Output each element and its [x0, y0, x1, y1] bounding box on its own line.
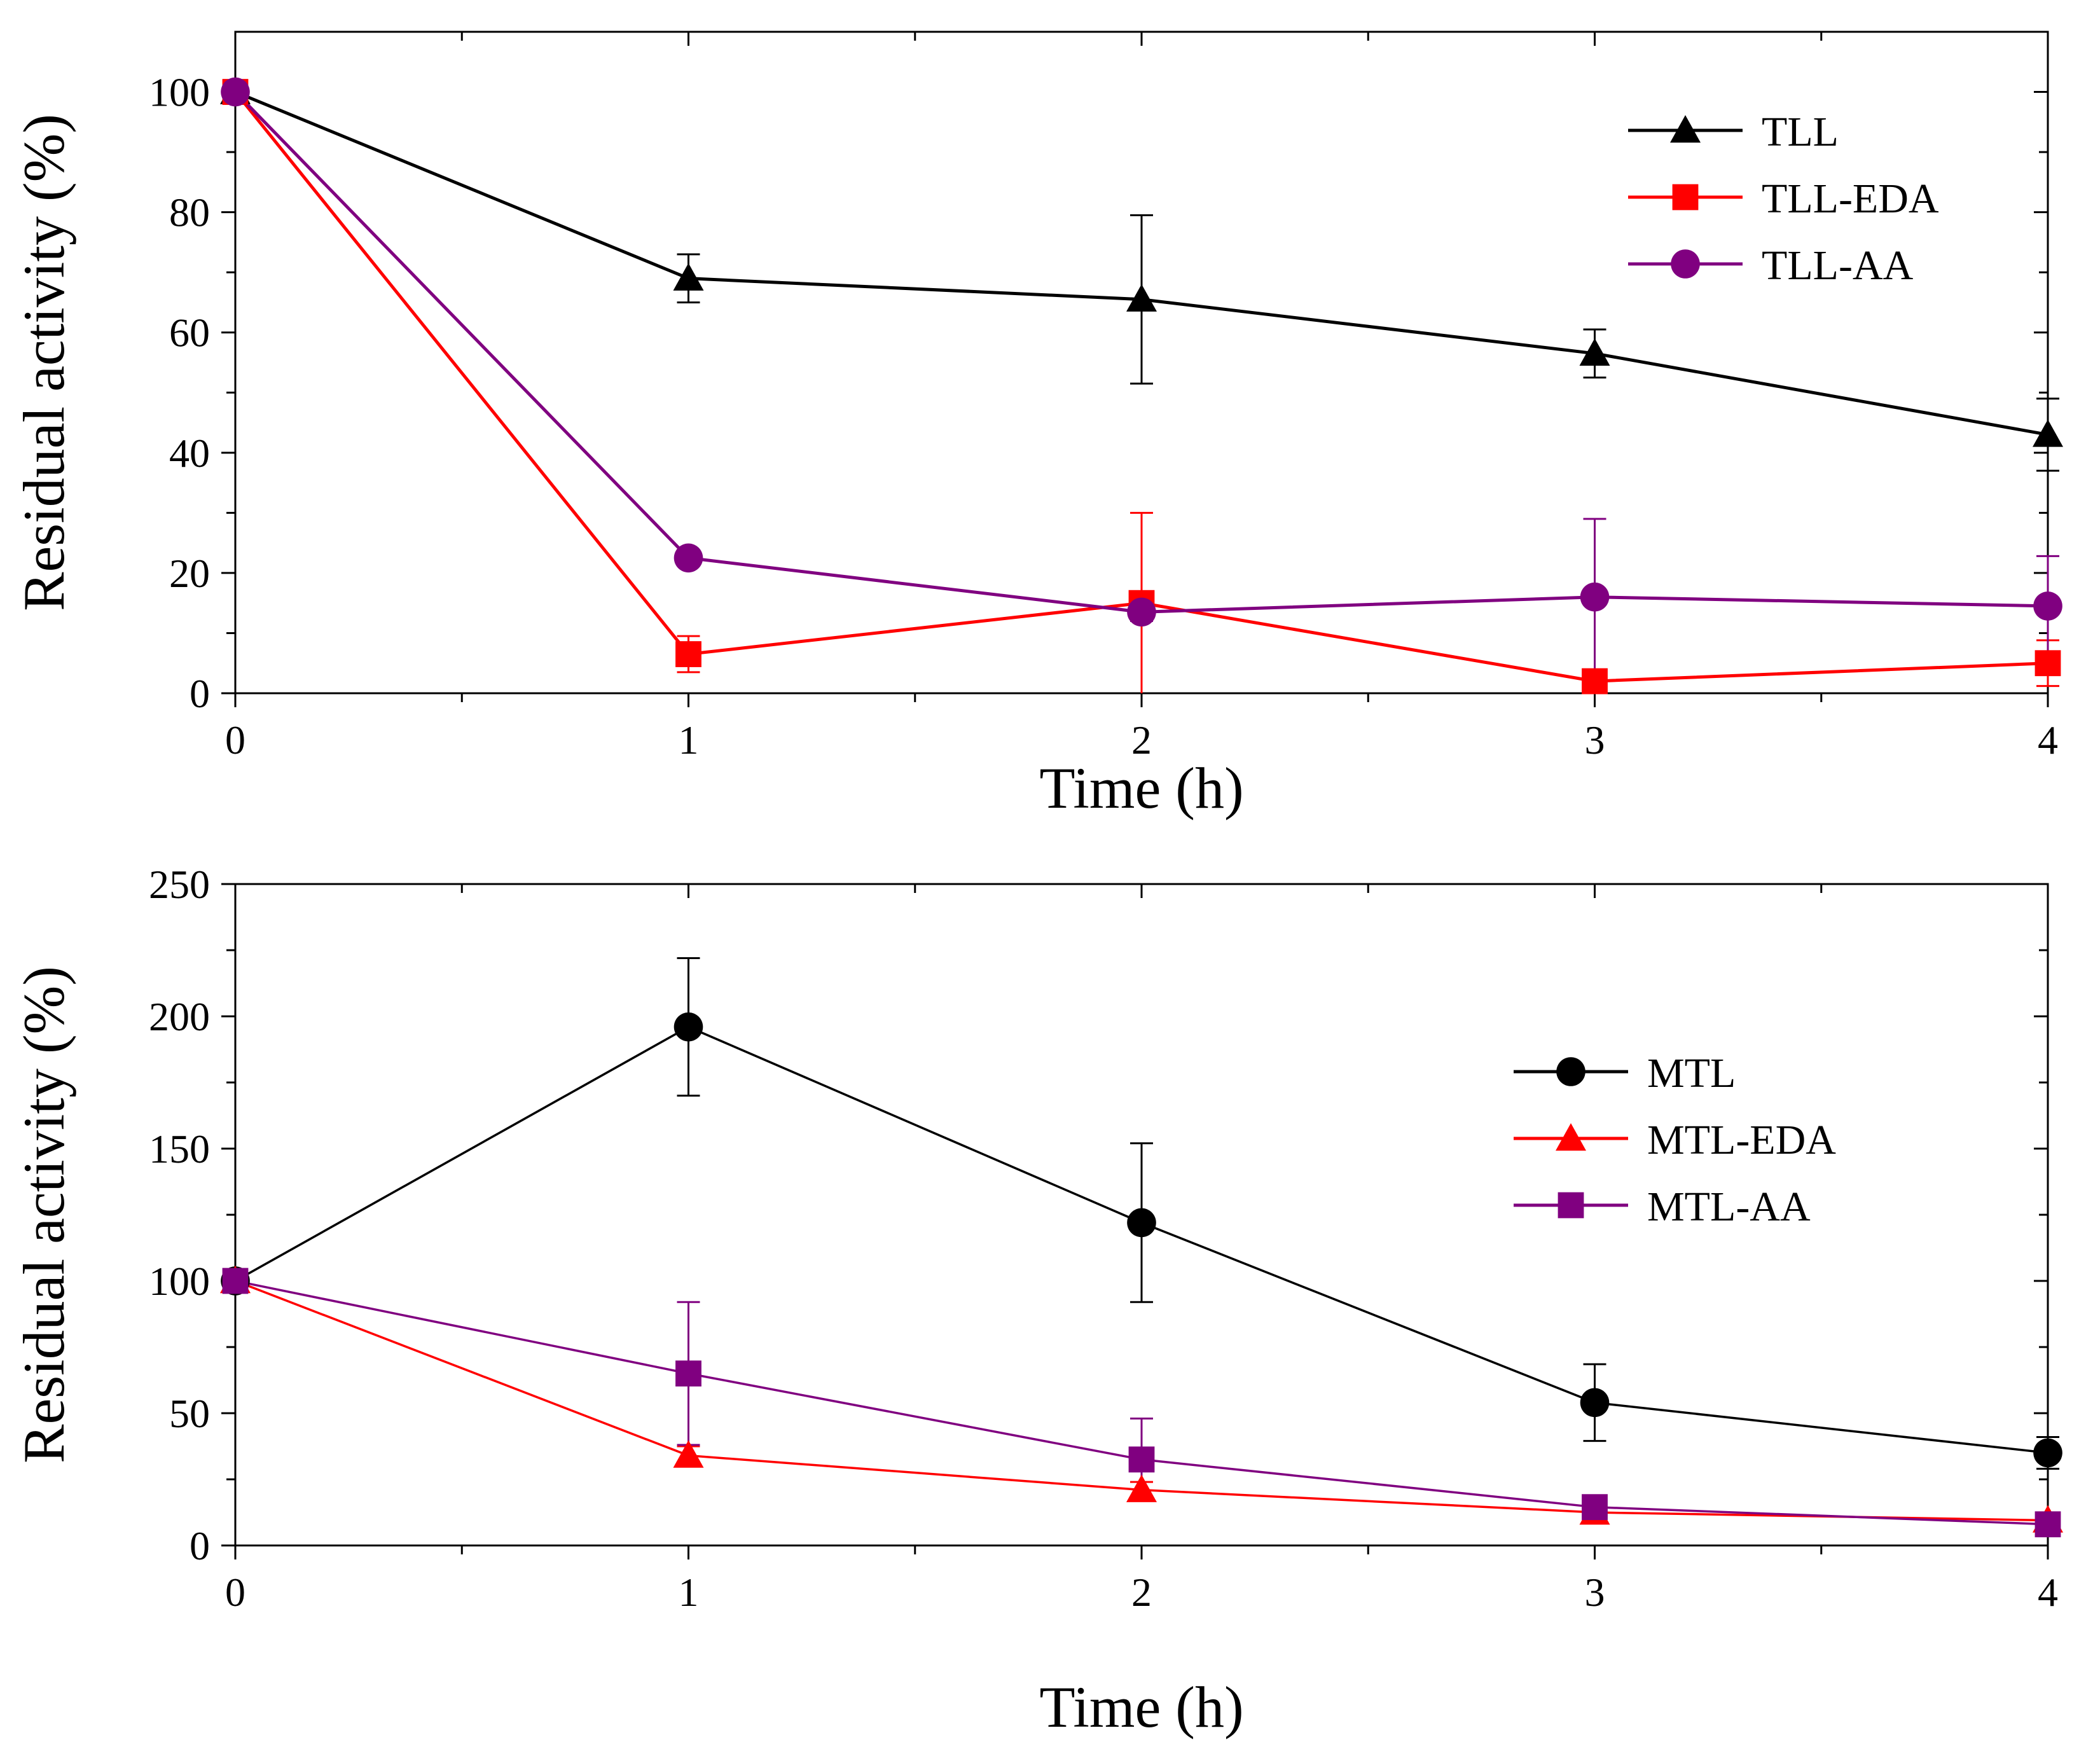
data-point-tll — [673, 263, 704, 291]
data-point-tll — [1126, 284, 1157, 312]
legend-label: MTL-AA — [1647, 1184, 1811, 1230]
y-tick-label: 100 — [149, 1259, 210, 1304]
data-point-tll-eda — [2034, 650, 2061, 677]
legend-marker — [1672, 184, 1699, 211]
data-point-mtl-aa — [1582, 1494, 1608, 1521]
data-point-tll-aa — [1580, 582, 1610, 612]
data-point-mtl — [674, 1012, 703, 1042]
data-point-tll-aa — [1127, 597, 1156, 627]
data-point-mtl-aa — [1128, 1446, 1155, 1473]
x-tick-label: 2 — [1131, 1570, 1152, 1615]
y-tick-label: 100 — [149, 70, 210, 115]
data-point-tll-eda — [675, 641, 701, 667]
data-point-tll — [1579, 338, 1610, 366]
x-tick-label: 1 — [679, 717, 699, 763]
y-tick-label: 50 — [169, 1391, 210, 1436]
data-point-tll-aa — [2033, 591, 2062, 621]
y-tick-label: 250 — [149, 862, 210, 907]
legend-marker — [1558, 1192, 1584, 1219]
y-tick-label: 0 — [190, 1523, 210, 1568]
y-tick-label: 0 — [190, 671, 210, 716]
y-tick-label: 40 — [169, 431, 210, 476]
data-point-mtl — [1127, 1208, 1156, 1238]
x-tick-label: 4 — [2038, 1570, 2058, 1615]
x-tick-label: 2 — [1131, 717, 1152, 763]
legend: MTL MTL-EDA MTL-AA — [1514, 1050, 1836, 1230]
data-point-tll-eda — [1582, 668, 1608, 695]
legend-marker — [1556, 1123, 1586, 1151]
x-tick-label: 0 — [225, 1570, 245, 1615]
data-point-mtl-aa — [2034, 1511, 2061, 1538]
y-axis-title: Residual activity (%) — [11, 966, 76, 1463]
legend-label: TLL-EDA — [1762, 176, 1939, 222]
legend-marker — [1671, 249, 1700, 279]
y-tick-label: 20 — [169, 551, 210, 596]
bottom-panel-mtl: 0 1 2 3 4 0 50 100 150 200 250 Time (h) Residual act… — [11, 862, 2063, 1739]
legend-label: TLL — [1762, 109, 1839, 155]
data-point-mtl — [1580, 1388, 1610, 1418]
legend-label: MTL — [1647, 1050, 1736, 1096]
x-axis-title: Time (h) — [1039, 756, 1243, 820]
legend-label: TLL-AA — [1762, 242, 1914, 289]
data-point-mtl-aa — [675, 1360, 701, 1386]
y-tick-label: 150 — [149, 1126, 210, 1172]
legend-label: MTL-EDA — [1647, 1117, 1836, 1163]
data-point-mtl-eda — [1126, 1474, 1157, 1502]
x-axis-title: Time (h) — [1039, 1675, 1243, 1739]
data-point-tll-aa — [221, 77, 250, 107]
legend-marker — [1556, 1057, 1585, 1086]
data-point-tll — [2033, 419, 2063, 447]
y-axis-title: Residual activity (%) — [11, 114, 76, 611]
x-tick-label: 4 — [2038, 717, 2058, 763]
x-tick-label: 1 — [679, 1570, 699, 1615]
legend-marker — [1670, 115, 1701, 143]
x-tick-label: 3 — [1585, 717, 1605, 763]
y-tick-label: 200 — [149, 994, 210, 1039]
x-tick-label: 0 — [225, 717, 245, 763]
data-point-mtl-eda — [673, 1440, 704, 1468]
data-point-tll-aa — [674, 543, 703, 573]
y-tick-label: 80 — [169, 190, 210, 235]
y-tick-label: 60 — [169, 310, 210, 356]
legend: TLL TLL-EDA TLL-AA — [1628, 109, 1939, 289]
data-point-mtl — [2033, 1438, 2062, 1468]
data-point-mtl-aa — [222, 1268, 249, 1294]
x-tick-label: 3 — [1585, 1570, 1605, 1615]
